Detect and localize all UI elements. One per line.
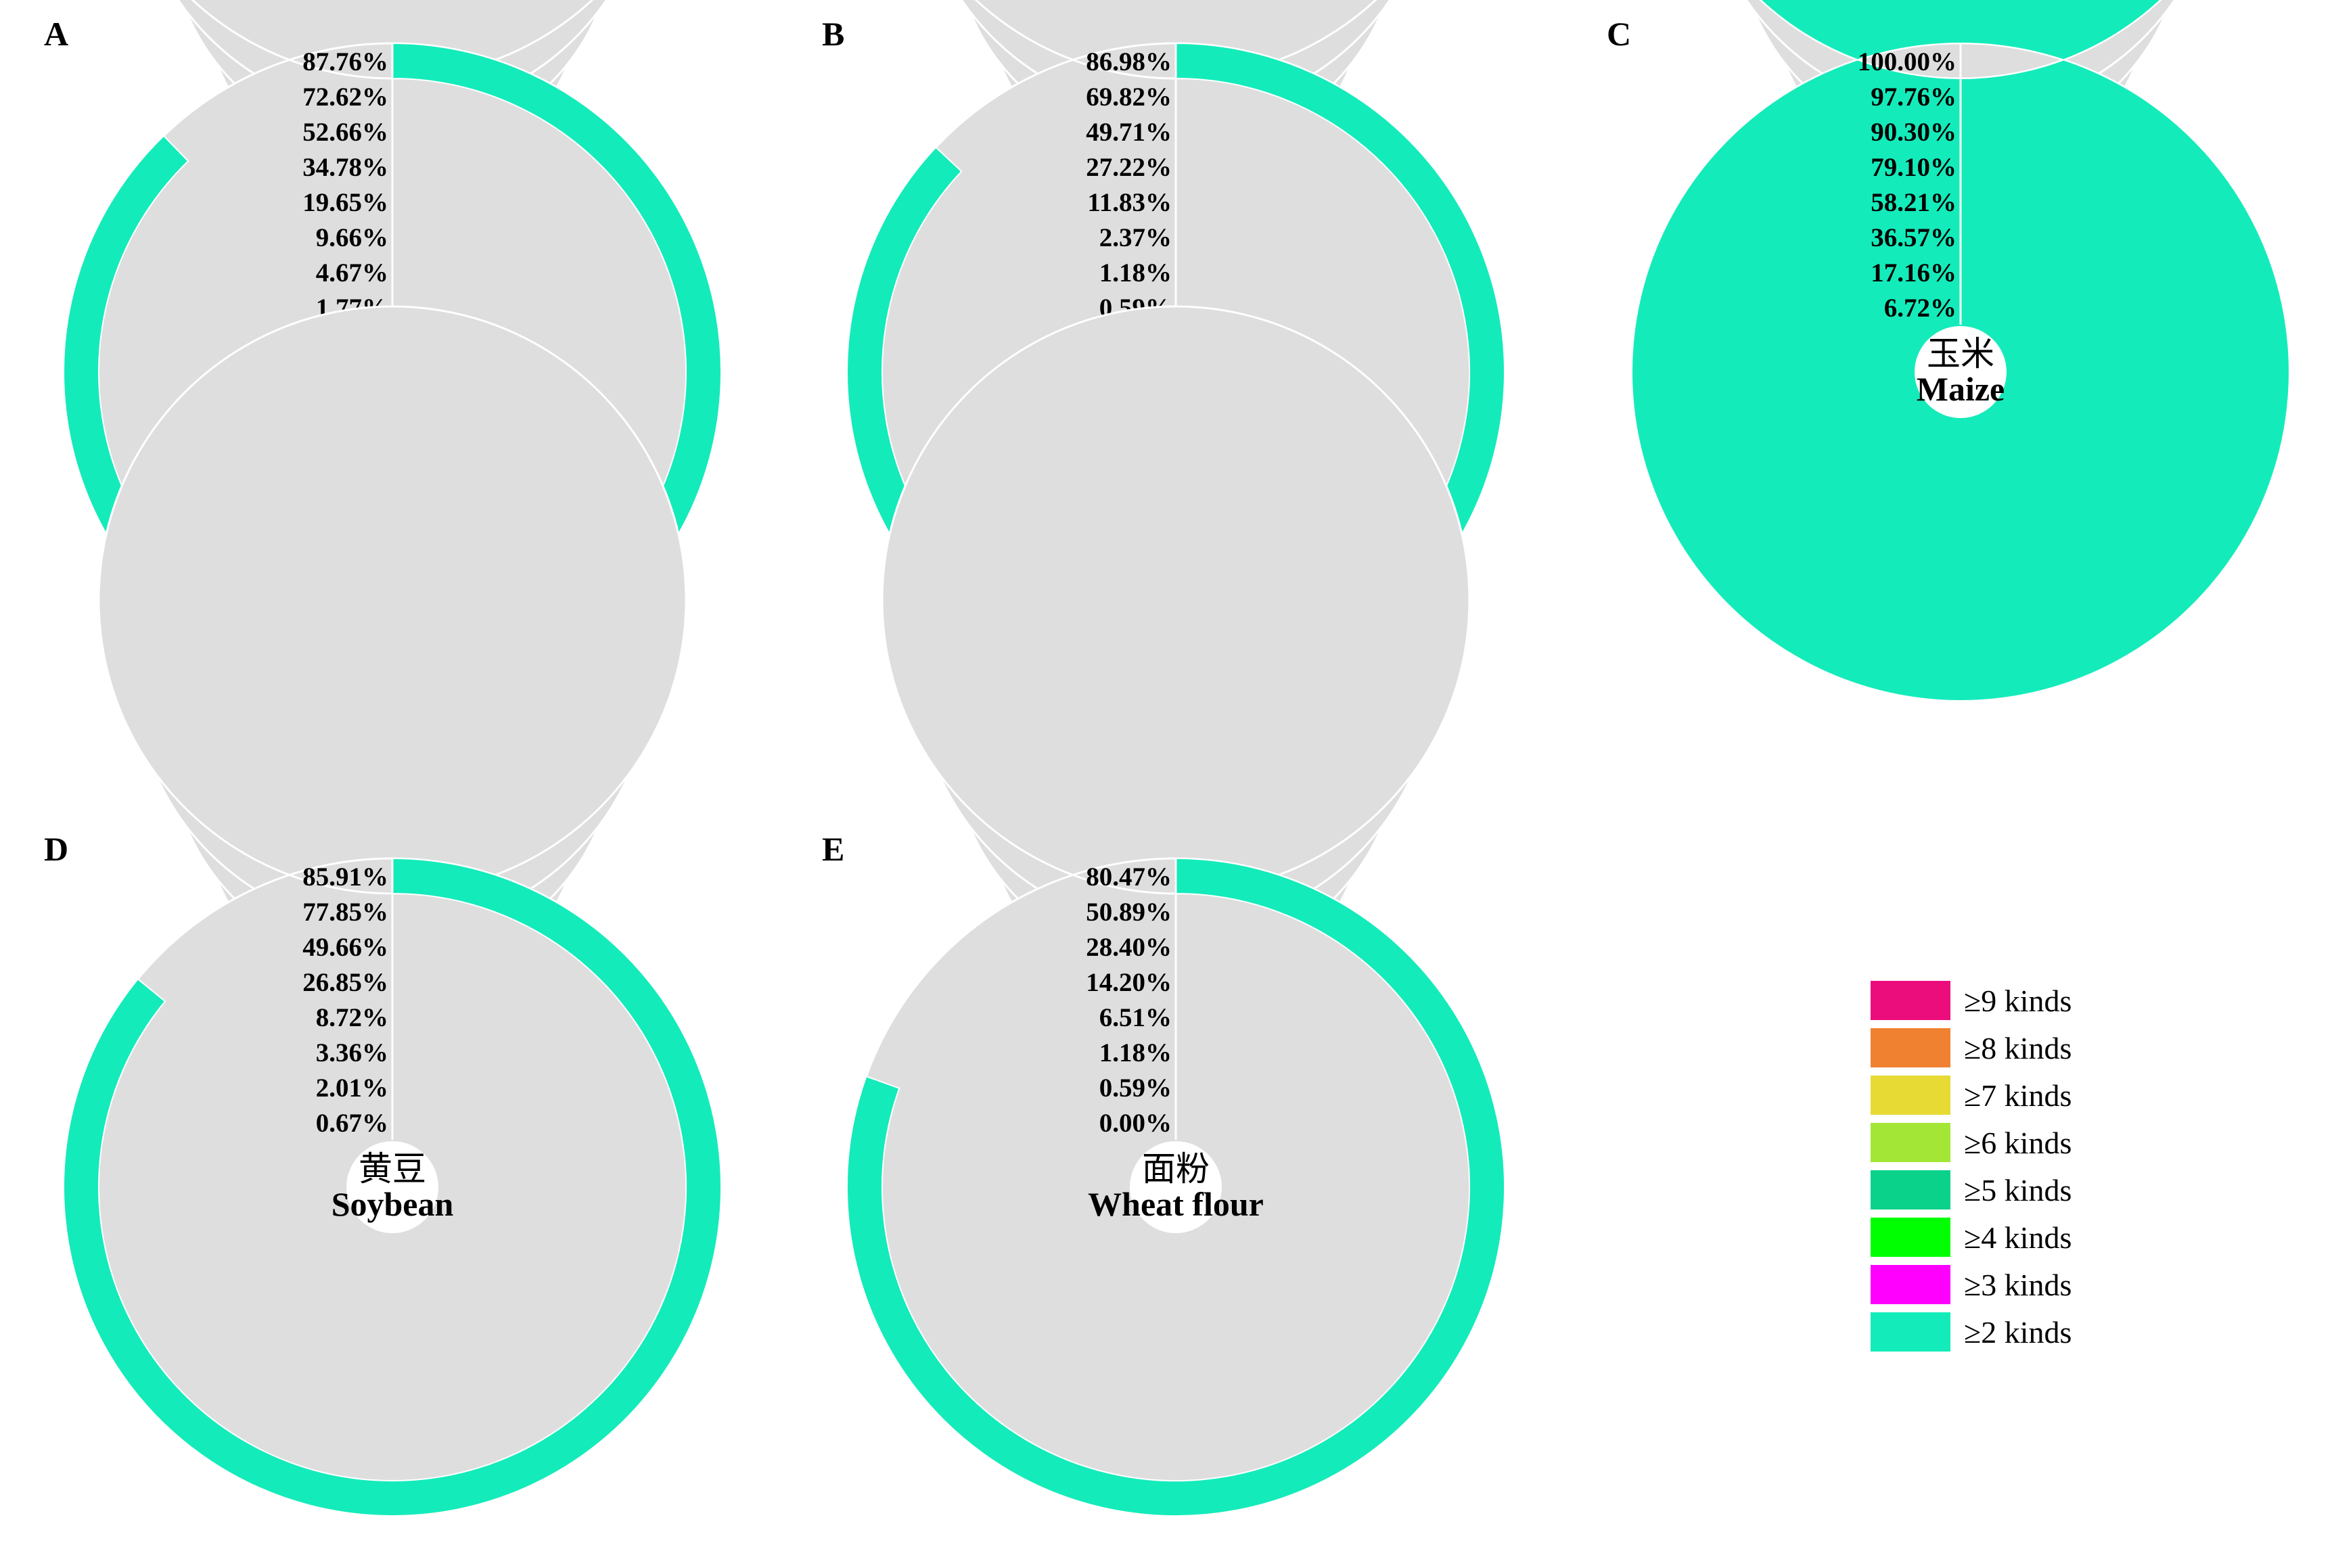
panel-letter: B [822,15,844,53]
value-label: 90.30% [1871,118,1957,147]
ring-bar [63,42,722,701]
value-label: 0.59% [1099,1074,1172,1103]
value-label: 52.66% [302,118,388,147]
value-label: 97.76% [1871,83,1957,112]
value-label: 11.83% [1087,188,1172,217]
panel-letter: D [44,830,68,868]
ring-bar [846,42,1505,701]
value-label: 50.89% [1086,898,1172,927]
panel-e: E 0.00% 0.59% 1.18% 6.51% 14.20% 28.40% 50.89% 8… [822,305,1506,1517]
value-label: 0.67% [316,1109,388,1138]
legend-swatch [1871,1312,1950,1352]
legend-label: ≥7 kinds [1964,1078,2072,1113]
legend-label: ≥4 kinds [1964,1220,2072,1255]
center-hole [1130,1141,1222,1233]
value-label: 80.47% [1086,862,1172,892]
value-label: 87.76% [302,47,388,76]
legend-swatch [1871,1076,1950,1115]
value-label: 2.37% [1099,223,1172,252]
legend-swatch [1871,1123,1950,1162]
value-label: 72.62% [302,83,388,112]
value-label: 4.67% [316,258,388,287]
value-label: 14.20% [1086,968,1172,997]
legend: ≥9 kinds ≥8 kinds ≥7 kinds ≥6 kinds ≥5 kinds… [1871,981,2072,1352]
value-label: 3.36% [316,1038,388,1067]
center-hole [346,1141,438,1233]
legend-swatch [1871,1265,1950,1304]
value-label: 17.16% [1871,258,1957,287]
value-label: 2.01% [316,1074,388,1103]
value-label: 85.91% [302,862,388,892]
value-label: 28.40% [1086,933,1172,962]
value-label: 0.00% [1099,1109,1172,1138]
center-label-en: Soybean [331,1185,454,1223]
value-label: 26.85% [302,968,388,997]
value-label: 34.78% [302,153,388,182]
ring-bar [63,857,722,1517]
center-label-en: Maize [1917,370,2005,408]
value-label: 49.71% [1086,118,1172,147]
center-label-cn: 黄豆 [359,1149,426,1189]
center-hole [1915,326,2007,418]
panel-letter: C [1607,15,1631,53]
value-label: 79.10% [1871,153,1957,182]
value-label: 6.51% [1099,1003,1172,1032]
value-label: 19.65% [302,188,388,217]
legend-label: ≥5 kinds [1964,1173,2072,1207]
legend-label: ≥8 kinds [1964,1031,2072,1065]
legend-swatch [1871,1218,1950,1257]
value-label: 9.66% [316,223,388,252]
value-label: 69.82% [1086,83,1172,112]
value-label: 6.72% [1884,294,1957,323]
panel-letter: E [822,830,844,868]
legend-swatch [1871,981,1950,1020]
value-label: 100.00% [1858,47,1957,76]
center-label-en: Wheat flour [1088,1185,1264,1223]
value-label: 1.18% [1099,258,1172,287]
legend-swatch [1871,1028,1950,1067]
legend-label: ≥2 kinds [1964,1315,2072,1350]
value-label: 77.85% [302,898,388,927]
value-label: 49.66% [302,933,388,962]
center-label-cn: 面粉 [1142,1149,1210,1189]
legend-label: ≥9 kinds [1964,984,2072,1018]
panel-letter: A [44,15,68,53]
value-label: 36.57% [1871,223,1957,252]
panel-d: D 0.67% 2.01% 3.36% 8.72% 26.85% 49.66% 77.85% 8… [44,305,723,1517]
panel-c: C 6.72% 17.16% 36.57% 58.21% 79.10% 90.30% 97.7… [1607,0,2291,702]
center-label-cn: 玉米 [1927,334,1994,373]
ring-bar [846,857,1505,1517]
value-label: 58.21% [1871,188,1957,217]
value-label: 86.98% [1086,47,1172,76]
legend-label: ≥6 kinds [1964,1126,2072,1160]
value-label: 27.22% [1086,153,1172,182]
legend-label: ≥3 kinds [1964,1268,2072,1302]
legend-swatch [1871,1170,1950,1209]
value-label: 8.72% [316,1003,388,1032]
value-label: 1.18% [1099,1038,1172,1067]
